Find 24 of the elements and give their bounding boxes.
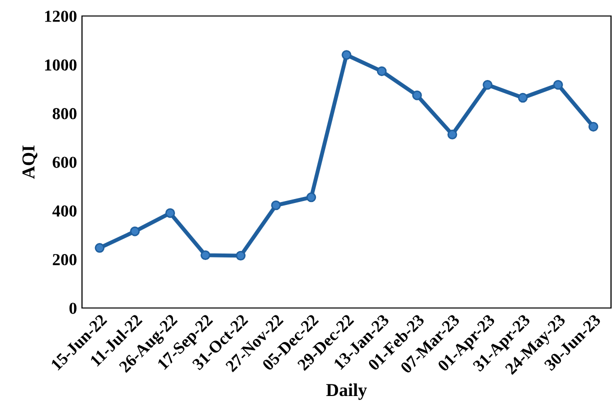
point	[482, 80, 492, 90]
point	[588, 122, 598, 132]
y-tick-label: 400	[52, 205, 77, 217]
point	[447, 130, 458, 140]
point	[236, 250, 246, 261]
y-tick-label: 1200	[45, 10, 77, 22]
point	[518, 92, 528, 103]
point	[165, 208, 176, 218]
point	[94, 243, 104, 253]
y-tick-label: 1000	[45, 59, 77, 71]
point	[200, 250, 210, 260]
point	[376, 66, 387, 76]
point	[306, 192, 316, 202]
y-axis-title: AQI	[22, 146, 38, 179]
point	[342, 50, 352, 60]
point	[553, 80, 563, 90]
point	[130, 226, 140, 236]
y-tick-label: 0	[69, 302, 77, 314]
point	[412, 90, 422, 100]
y-tick-label: 800	[52, 108, 77, 120]
x-axis-title: Daily	[326, 383, 367, 400]
y-tick-label: 200	[52, 254, 77, 266]
y-tick-label: 600	[52, 156, 77, 168]
point	[271, 200, 281, 210]
